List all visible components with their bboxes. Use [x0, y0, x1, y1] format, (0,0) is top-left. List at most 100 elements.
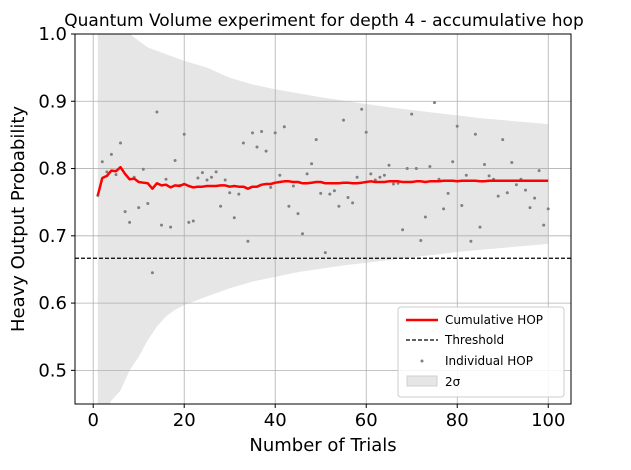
individual-hop-point	[446, 191, 450, 195]
individual-hop-point	[414, 167, 418, 170]
individual-hop-point	[187, 220, 191, 224]
individual-hop-point	[128, 220, 132, 224]
individual-hop-point	[314, 138, 318, 142]
individual-hop-point	[433, 101, 436, 105]
individual-hop-point	[223, 178, 227, 182]
individual-hop-point	[319, 191, 323, 195]
individual-hop-point	[369, 172, 373, 176]
individual-hop-point	[164, 177, 168, 181]
individual-hop-point	[155, 110, 159, 114]
individual-hop-point	[360, 107, 364, 111]
individual-hop-point	[109, 152, 113, 156]
y-tick-label: 0.6	[38, 293, 67, 314]
individual-hop-point	[296, 212, 300, 216]
individual-hop-point	[251, 131, 254, 135]
x-tick-label: 0	[87, 410, 98, 431]
legend-label-threshold: Threshold	[444, 333, 504, 347]
individual-hop-point	[328, 192, 332, 196]
individual-hop-point	[419, 239, 423, 242]
x-tick-label: 100	[531, 410, 565, 431]
individual-hop-point	[205, 178, 209, 182]
individual-hop-point	[278, 173, 282, 177]
individual-hop-point	[355, 175, 359, 179]
individual-hop-point	[442, 207, 446, 211]
individual-hop-point	[105, 170, 109, 174]
individual-hop-point	[146, 202, 150, 205]
individual-hop-point	[305, 172, 309, 176]
individual-hop-point	[228, 191, 232, 195]
individual-hop-point	[114, 173, 118, 177]
individual-hop-point	[537, 169, 541, 173]
individual-hop-point	[173, 159, 177, 162]
individual-hop-point	[378, 175, 382, 179]
individual-hop-point	[310, 162, 314, 166]
individual-hop-point	[478, 225, 482, 229]
legend-box	[397, 306, 565, 398]
x-tick-label: 80	[446, 410, 469, 431]
individual-hop-point	[282, 125, 286, 129]
individual-hop-point	[169, 225, 173, 229]
individual-hop-point	[255, 145, 259, 149]
individual-hop-point	[496, 194, 500, 198]
y-tick-label: 0.7	[38, 226, 67, 247]
individual-hop-point	[505, 191, 509, 195]
individual-hop-point	[423, 215, 427, 219]
individual-hop-point	[524, 188, 527, 192]
individual-hop-point	[119, 141, 122, 145]
individual-hop-point	[346, 196, 350, 199]
legend: Cumulative HOP Threshold Individual HOP …	[397, 306, 565, 398]
individual-hop-point	[342, 118, 345, 122]
individual-hop-point	[210, 175, 213, 179]
individual-hop-point	[191, 219, 195, 223]
two-sigma-band	[97, 34, 549, 404]
individual-hop-point	[451, 160, 455, 164]
individual-hop-point	[428, 165, 432, 168]
individual-hop-point	[510, 161, 514, 164]
y-tick-label: 0.8	[38, 159, 67, 180]
individual-hop-point	[487, 174, 491, 178]
individual-hop-point	[214, 170, 218, 174]
individual-hop-point	[483, 163, 486, 166]
individual-hop-point	[123, 210, 127, 214]
x-tick-label: 60	[355, 410, 378, 431]
individual-hop-point	[287, 204, 291, 208]
legend-swatch-individual	[420, 359, 424, 363]
individual-hop-point	[533, 196, 537, 200]
individual-hop-point	[337, 204, 341, 208]
individual-hop-point	[137, 206, 141, 210]
y-tick-label: 0.9	[38, 91, 67, 112]
individual-hop-point	[332, 189, 336, 193]
y-tick-label: 0.5	[38, 360, 67, 381]
individual-hop-point	[301, 232, 304, 236]
individual-hop-point	[473, 132, 477, 136]
individual-hop-point	[269, 185, 273, 189]
individual-hop-point	[351, 201, 355, 205]
individual-hop-point	[392, 182, 395, 186]
legend-label-individual: Individual HOP	[445, 354, 533, 368]
individual-hop-point	[219, 204, 223, 208]
chart-title: Quantum Volume experiment for depth 4 - …	[64, 11, 584, 31]
individual-hop-point	[364, 130, 368, 134]
individual-hop-point	[182, 132, 186, 136]
individual-hop-point	[387, 163, 391, 167]
y-tick-label: 1.0	[38, 24, 67, 45]
individual-hop-point	[246, 239, 250, 243]
individual-hop-point	[264, 149, 268, 153]
individual-hop-point	[382, 173, 386, 177]
x-axis-label: Number of Trials	[249, 435, 396, 456]
legend-label-band: 2σ	[445, 375, 461, 389]
individual-hop-point	[542, 223, 546, 227]
legend-swatch-band	[406, 375, 438, 387]
individual-hop-point	[200, 171, 204, 175]
individual-hop-point	[546, 207, 550, 211]
individual-hop-point	[460, 204, 464, 207]
individual-hop-point	[323, 251, 327, 255]
individual-hop-point	[232, 216, 236, 220]
individual-hop-point	[273, 131, 277, 135]
individual-hop-point	[160, 223, 163, 227]
y-axis-label: Heavy Output Probability	[8, 106, 29, 332]
x-tick-label: 40	[264, 410, 287, 431]
x-tick-label: 20	[173, 410, 196, 431]
cumulative-hop-line	[96, 165, 549, 196]
